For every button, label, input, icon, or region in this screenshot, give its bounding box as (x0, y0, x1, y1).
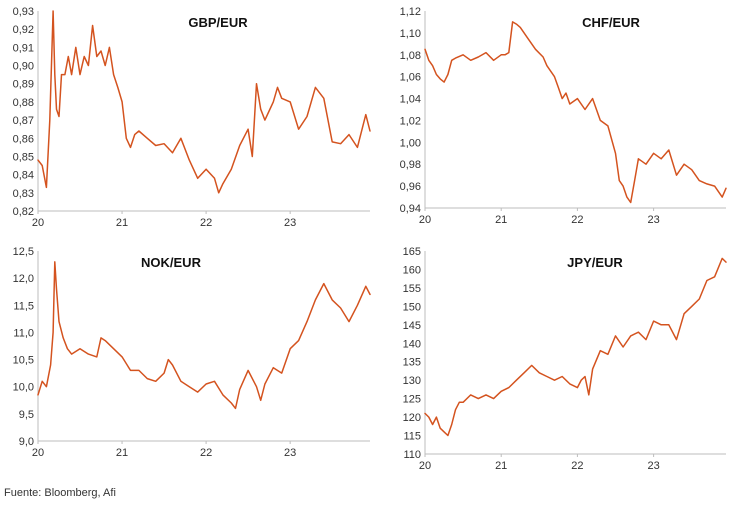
jpy-eur-y-tick-label: 155 (403, 283, 421, 295)
chf-eur-y-tick-label: 1,12 (400, 6, 421, 18)
gbp-eur-x-tick-label: 21 (116, 217, 128, 229)
jpy-eur-y-tick-label: 150 (403, 301, 421, 313)
jpy-eur-y-tick-label: 110 (403, 449, 421, 461)
jpy-eur-x-tick-label: 22 (571, 460, 583, 472)
nok-eur-y-tick-label: 12,5 (13, 246, 34, 258)
gbp-eur-y-tick-label: 0,82 (13, 206, 34, 218)
gbp-eur-y-tick-label: 0,90 (13, 61, 34, 73)
gbp-eur-y-tick-label: 0,89 (13, 79, 34, 91)
chf-eur-y-tick-label: 1,08 (400, 50, 421, 62)
gbp-eur-y-tick-label: 0,92 (13, 24, 34, 36)
chf-eur-y-tick-label: 1,02 (400, 115, 421, 127)
jpy-eur-y-tick-label: 165 (403, 246, 421, 258)
chf-eur-y-tick-label: 0,96 (400, 181, 421, 193)
jpy-eur-x-tick-label: 20 (419, 460, 431, 472)
gbp-eur-x-tick-label: 23 (284, 217, 296, 229)
gbp-eur-chart: 0,82 0,83 0,84 0,85 0,86 0,87 0,88 0,89 0,90 0,91… (13, 6, 371, 229)
jpy-eur-x-tick-label: 23 (647, 460, 659, 472)
nok-eur-y-tick-label: 9,0 (19, 436, 34, 448)
chf-eur-y-tick-label: 0,94 (400, 203, 421, 215)
nok-eur-y-tick-label: 10,0 (13, 382, 34, 394)
jpy-eur-y-tick-label: 145 (403, 320, 421, 332)
jpy-eur-chart-title: JPY/EUR (567, 255, 623, 270)
chf-eur-series-line (424, 21, 727, 204)
jpy-eur-x-tick-label: 21 (495, 460, 507, 472)
gbp-eur-y-tick-label: 0,87 (13, 115, 34, 127)
chf-eur-chart: 0,94 0,96 0,98 1,00 1,02 1,04 1,06 1,08 1,10 1,12… (400, 6, 727, 226)
gbp-eur-x-tick-label: 20 (32, 217, 44, 229)
jpy-eur-y-tick-label: 115 (403, 431, 421, 443)
source-note: Fuente: Bloomberg, Afi (4, 487, 116, 499)
chf-eur-y-tick-label: 0,98 (400, 159, 421, 171)
gbp-eur-series-line (37, 10, 371, 194)
nok-eur-series-line (37, 261, 371, 410)
nok-eur-y-tick-label: 11,5 (13, 300, 34, 312)
nok-eur-y-tick-label: 12,0 (13, 273, 34, 285)
gbp-eur-y-tick-label: 0,86 (13, 133, 34, 145)
chf-eur-x-tick-label: 20 (419, 214, 431, 226)
chf-eur-y-tick-label: 1,10 (400, 28, 421, 40)
jpy-eur-y-tick-label: 125 (403, 394, 421, 406)
chf-eur-x-tick-label: 23 (647, 214, 659, 226)
jpy-eur-series-line (424, 257, 727, 437)
chf-eur-chart-title: CHF/EUR (582, 15, 640, 30)
gbp-eur-y-tick-label: 0,85 (13, 151, 34, 163)
nok-eur-y-tick-label: 10,5 (13, 355, 34, 367)
nok-eur-x-tick-label: 23 (284, 447, 296, 459)
chf-eur-y-tick-label: 1,04 (400, 94, 421, 106)
nok-eur-chart-title: NOK/EUR (141, 255, 202, 270)
gbp-eur-y-tick-label: 0,88 (13, 97, 34, 109)
chf-eur-y-tick-label: 1,00 (400, 137, 421, 149)
jpy-eur-chart: 110 115 120 125 130 135 140 145 150 155 160 165 20 21… (403, 246, 727, 472)
gbp-eur-chart-title: GBP/EUR (188, 15, 248, 30)
chf-eur-x-tick-label: 22 (571, 214, 583, 226)
jpy-eur-y-tick-label: 140 (403, 338, 421, 350)
jpy-eur-y-tick-label: 120 (403, 412, 421, 424)
gbp-eur-y-tick-label: 0,91 (13, 42, 34, 54)
nok-eur-x-tick-label: 21 (116, 447, 128, 459)
gbp-eur-y-tick-label: 0,93 (13, 6, 34, 18)
chf-eur-y-tick-label: 1,06 (400, 72, 421, 84)
nok-eur-x-tick-label: 22 (200, 447, 212, 459)
nok-eur-y-tick-label: 11,0 (13, 327, 34, 339)
gbp-eur-y-tick-label: 0,84 (13, 170, 34, 182)
gbp-eur-x-tick-label: 22 (200, 217, 212, 229)
nok-eur-x-tick-label: 20 (32, 447, 44, 459)
nok-eur-y-tick-label: 9,5 (19, 409, 34, 421)
jpy-eur-y-tick-label: 130 (403, 375, 421, 387)
jpy-eur-y-tick-label: 135 (403, 357, 421, 369)
gbp-eur-y-tick-label: 0,83 (13, 188, 34, 200)
chf-eur-x-tick-label: 21 (495, 214, 507, 226)
jpy-eur-y-tick-label: 160 (403, 264, 421, 276)
nok-eur-chart: 9,0 9,5 10,0 10,5 11,0 11,5 12,0 12,5 20 21 22 23 NO… (13, 246, 371, 459)
